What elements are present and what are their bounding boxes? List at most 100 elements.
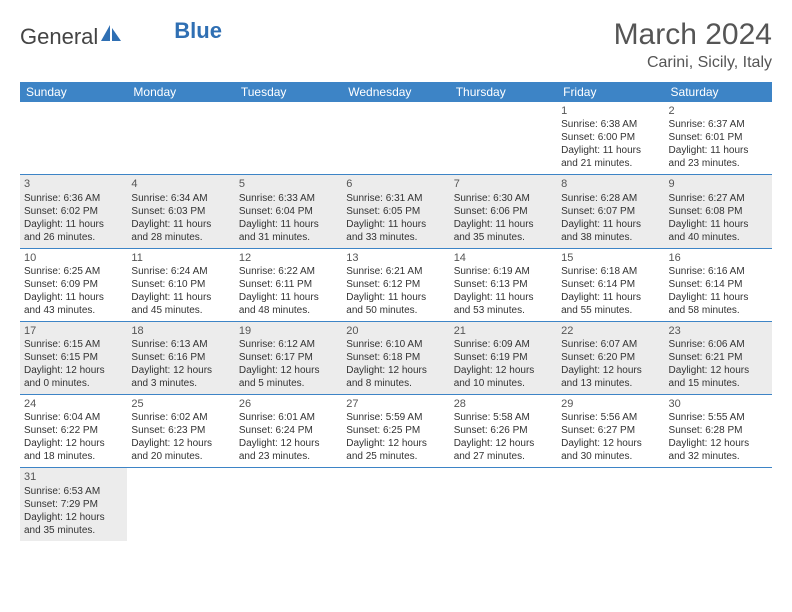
sunset: Sunset: 6:25 PM [346,424,445,437]
sunrise: Sunrise: 6:16 AM [669,265,768,278]
daylight-line1: Daylight: 12 hours [131,364,230,377]
day-cell: 23Sunrise: 6:06 AMSunset: 6:21 PMDayligh… [665,321,772,394]
sunrise: Sunrise: 6:25 AM [24,265,123,278]
week-row: 17Sunrise: 6:15 AMSunset: 6:15 PMDayligh… [20,321,772,394]
daylight-line2: and 0 minutes. [24,377,123,390]
sunrise: Sunrise: 6:13 AM [131,338,230,351]
day-number: 26 [239,397,338,411]
brand-logo: General Blue [20,18,222,50]
sunrise: Sunrise: 6:37 AM [669,118,768,131]
day-cell: 30Sunrise: 5:55 AMSunset: 6:28 PMDayligh… [665,395,772,468]
sunrise: Sunrise: 6:07 AM [561,338,660,351]
sunset: Sunset: 6:14 PM [561,278,660,291]
day-cell: 22Sunrise: 6:07 AMSunset: 6:20 PMDayligh… [557,321,664,394]
day-number: 16 [669,251,768,265]
sunrise: Sunrise: 6:33 AM [239,192,338,205]
sunset: Sunset: 6:01 PM [669,131,768,144]
daylight-line2: and 58 minutes. [669,304,768,317]
week-row: 3Sunrise: 6:36 AMSunset: 6:02 PMDaylight… [20,175,772,248]
day-cell: 7Sunrise: 6:30 AMSunset: 6:06 PMDaylight… [450,175,557,248]
sunset: Sunset: 6:04 PM [239,205,338,218]
day-header: Monday [127,82,234,102]
day-number: 9 [669,177,768,191]
brand-part2: Blue [174,18,222,44]
day-cell: 1Sunrise: 6:38 AMSunset: 6:00 PMDaylight… [557,102,664,175]
daylight-line1: Daylight: 12 hours [561,437,660,450]
sunset: Sunset: 6:22 PM [24,424,123,437]
day-header: Saturday [665,82,772,102]
daylight-line2: and 15 minutes. [669,377,768,390]
empty-cell [342,468,449,541]
sunrise: Sunrise: 6:28 AM [561,192,660,205]
daylight-line1: Daylight: 11 hours [669,218,768,231]
day-number: 19 [239,324,338,338]
daylight-line2: and 10 minutes. [454,377,553,390]
daylight-line1: Daylight: 11 hours [454,291,553,304]
daylight-line1: Daylight: 11 hours [561,218,660,231]
sunset: Sunset: 6:06 PM [454,205,553,218]
day-cell: 27Sunrise: 5:59 AMSunset: 6:25 PMDayligh… [342,395,449,468]
sunset: Sunset: 6:26 PM [454,424,553,437]
daylight-line1: Daylight: 11 hours [24,218,123,231]
daylight-line1: Daylight: 11 hours [346,291,445,304]
sunrise: Sunrise: 6:36 AM [24,192,123,205]
day-cell: 2Sunrise: 6:37 AMSunset: 6:01 PMDaylight… [665,102,772,175]
sunset: Sunset: 6:12 PM [346,278,445,291]
daylight-line1: Daylight: 12 hours [669,364,768,377]
empty-cell [127,102,234,175]
sunset: Sunset: 6:27 PM [561,424,660,437]
sunrise: Sunrise: 6:53 AM [24,485,123,498]
daylight-line1: Daylight: 12 hours [131,437,230,450]
sunset: Sunset: 6:09 PM [24,278,123,291]
daylight-line2: and 31 minutes. [239,231,338,244]
day-number: 15 [561,251,660,265]
title-block: March 2024 Carini, Sicily, Italy [614,18,772,72]
sunrise: Sunrise: 5:59 AM [346,411,445,424]
daylight-line2: and 13 minutes. [561,377,660,390]
sunset: Sunset: 6:00 PM [561,131,660,144]
daylight-line1: Daylight: 12 hours [346,437,445,450]
daylight-line2: and 8 minutes. [346,377,445,390]
sunset: Sunset: 6:24 PM [239,424,338,437]
daylight-line2: and 38 minutes. [561,231,660,244]
daylight-line1: Daylight: 11 hours [131,218,230,231]
sunrise: Sunrise: 6:18 AM [561,265,660,278]
daylight-line2: and 53 minutes. [454,304,553,317]
sunrise: Sunrise: 6:21 AM [346,265,445,278]
sunset: Sunset: 6:16 PM [131,351,230,364]
day-cell: 9Sunrise: 6:27 AMSunset: 6:08 PMDaylight… [665,175,772,248]
empty-cell [665,468,772,541]
day-header: Thursday [450,82,557,102]
sunrise: Sunrise: 6:10 AM [346,338,445,351]
daylight-line1: Daylight: 11 hours [561,144,660,157]
daylight-line1: Daylight: 11 hours [239,218,338,231]
daylight-line2: and 27 minutes. [454,450,553,463]
sunset: Sunset: 6:28 PM [669,424,768,437]
daylight-line2: and 32 minutes. [669,450,768,463]
day-number: 10 [24,251,123,265]
daylight-line1: Daylight: 11 hours [669,144,768,157]
sunrise: Sunrise: 6:04 AM [24,411,123,424]
day-cell: 3Sunrise: 6:36 AMSunset: 6:02 PMDaylight… [20,175,127,248]
week-row: 24Sunrise: 6:04 AMSunset: 6:22 PMDayligh… [20,395,772,468]
week-row: 10Sunrise: 6:25 AMSunset: 6:09 PM Dayligh… [20,248,772,321]
day-number: 8 [561,177,660,191]
day-cell: 19Sunrise: 6:12 AMSunset: 6:17 PMDayligh… [235,321,342,394]
day-cell: 15Sunrise: 6:18 AMSunset: 6:14 PMDayligh… [557,248,664,321]
daylight-line1: Daylight: 12 hours [454,364,553,377]
week-row: 1Sunrise: 6:38 AMSunset: 6:00 PMDaylight… [20,102,772,175]
sunset: Sunset: 6:21 PM [669,351,768,364]
sunset: Sunset: 6:17 PM [239,351,338,364]
header: General Blue March 2024 Carini, Sicily, … [20,18,772,72]
daylight-line1: Daylight: 11 hours [669,291,768,304]
sunset: Sunset: 7:29 PM [24,498,123,511]
daylight-line1: Daylight: 12 hours [24,364,123,377]
sunrise: Sunrise: 6:06 AM [669,338,768,351]
day-cell: 21Sunrise: 6:09 AMSunset: 6:19 PMDayligh… [450,321,557,394]
calendar-table: SundayMondayTuesdayWednesdayThursdayFrid… [20,82,772,541]
day-number: 23 [669,324,768,338]
day-number: 28 [454,397,553,411]
day-cell: 17Sunrise: 6:15 AMSunset: 6:15 PMDayligh… [20,321,127,394]
day-number: 17 [24,324,123,338]
sunset: Sunset: 6:05 PM [346,205,445,218]
